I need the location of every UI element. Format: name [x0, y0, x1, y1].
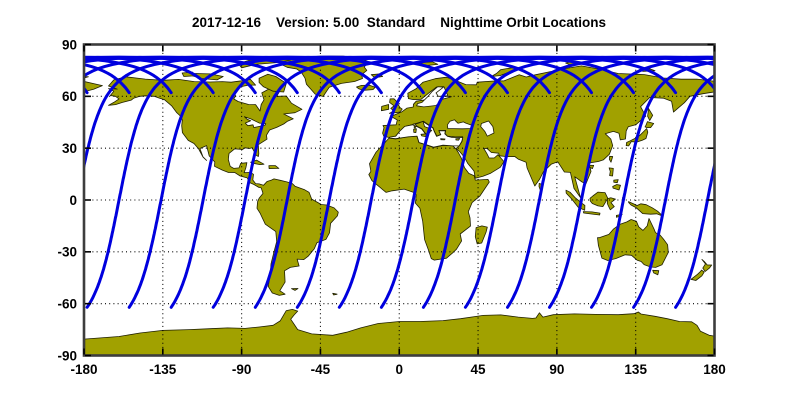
land-polygon-taiwan	[609, 155, 614, 163]
land-polygon-java	[582, 211, 601, 216]
axes-frame-layer	[82, 43, 716, 357]
orbit-track	[506, 55, 715, 309]
x-tick-label: -135	[149, 362, 177, 377]
orbit-track	[548, 56, 715, 309]
y-tick-label: -90	[57, 348, 77, 363]
orbit-track	[84, 55, 341, 95]
orbit-track	[379, 55, 715, 309]
orbit-track	[84, 55, 383, 173]
orbit-track	[632, 73, 715, 309]
x-tick-label: 135	[624, 362, 647, 377]
orbit-track	[674, 158, 715, 309]
sea-polygon-black_sea	[447, 119, 473, 130]
land-polygon-luzon	[608, 167, 614, 177]
x-tick-label: 45	[471, 362, 487, 377]
island-polygon-crete	[440, 138, 446, 141]
island-polygon-sicily	[420, 133, 427, 137]
island-polygon-corsica	[413, 125, 417, 129]
x-tick-label: 0	[395, 362, 403, 377]
orbit-track	[211, 55, 551, 309]
y-tick-label: 30	[62, 141, 77, 156]
land-polygon-eurasia	[84, 81, 103, 93]
y-tick-label: 60	[62, 89, 77, 104]
land-polygon-nz_north	[701, 259, 713, 272]
x-tick-label: -90	[232, 362, 252, 377]
land-polygon-ireland	[381, 104, 390, 112]
land-polygon-antarctica	[84, 309, 715, 356]
orbit-track	[169, 55, 509, 309]
land-polygon-falklands	[291, 288, 299, 291]
sea-polygon-hudson_james_lakes	[244, 116, 267, 128]
land-polygon-sakhalin	[647, 106, 654, 121]
land-polygon-sulawesi	[606, 197, 616, 211]
orbit-track	[84, 55, 299, 95]
orbit-track	[253, 55, 593, 309]
x-tick-label: 180	[703, 362, 726, 377]
x-tick-label: -180	[70, 362, 97, 377]
island-polygon-sardinia	[413, 128, 417, 133]
plot-title: 2017-12-16 Version: 5.00 Standard Nightt…	[192, 15, 606, 30]
y-tick-label: 90	[62, 37, 77, 52]
orbit-track	[337, 55, 678, 309]
x-tick-label: 90	[549, 362, 564, 377]
y-tick-label: 0	[69, 193, 77, 208]
orbit-track	[463, 55, 715, 309]
sea-polygon-caspian_sea	[480, 120, 495, 137]
land-polygon-hokkaido	[644, 121, 655, 128]
y-tick-label: -30	[57, 245, 77, 260]
land-polygon-madagascar	[474, 225, 488, 245]
orbit-track-layer	[84, 55, 715, 309]
axis-label-layer: -180 -135 -90 -45 0 45 90 135 180 90 60 30 0 -30 -60 -9…	[57, 37, 725, 377]
land-polygon-nz_south	[690, 269, 705, 281]
orbit-track	[590, 60, 715, 309]
land-polygon-south_georgia	[332, 292, 338, 296]
orbit-track	[421, 55, 715, 309]
island-polygon-cyprus	[455, 138, 461, 141]
land-polygon-mindanao	[612, 184, 621, 191]
land-polygon-tasmania	[652, 269, 660, 276]
land-polygon-australia	[597, 218, 669, 268]
x-tick-label: -45	[311, 362, 331, 377]
plot-frame	[82, 43, 716, 357]
land-polygon-borneo	[589, 191, 609, 207]
orbit-track	[295, 55, 636, 309]
land-polygon-hispaniola	[268, 165, 280, 169]
y-tick-label: -60	[57, 296, 77, 311]
land-polygon-visayas	[613, 179, 619, 184]
